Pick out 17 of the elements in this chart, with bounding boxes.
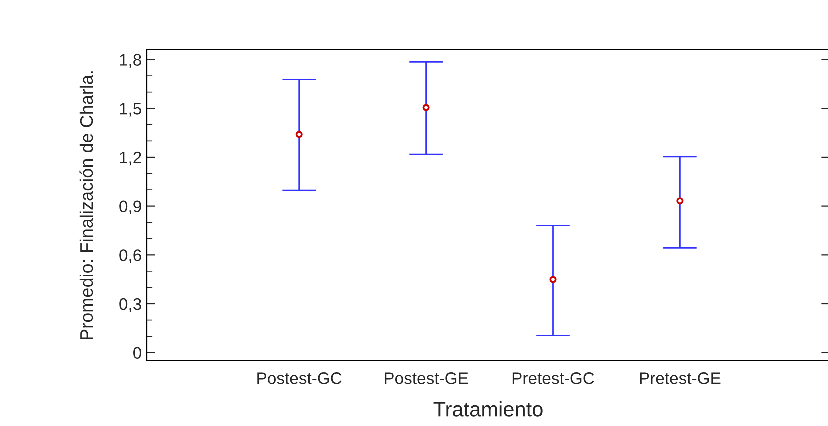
y-tick-label: 0,6 [120,250,142,264]
y-tick-label: 0,9 [120,200,142,214]
x-tick-label: Pretest-GE [640,372,721,384]
y-tick-label: 0 [134,347,142,360]
point [550,276,557,284]
x-tick-label: Postest-GE [385,372,468,384]
x-tick-label: Pretest-GC [512,372,594,384]
y-tick-label: 0,3 [120,298,142,312]
x-tick-label: Postest-GC [258,372,342,384]
point [422,104,430,112]
x-axis-title: Tratamiento [434,402,543,417]
point [676,198,684,205]
y-axis-title: Promedio: Finalización de Charla. [80,72,94,340]
y-tick-label: 1,2 [120,152,142,166]
y-tick-label: 1,8 [120,54,142,68]
point [296,131,303,138]
y-tick-label: 1,5 [120,103,142,117]
